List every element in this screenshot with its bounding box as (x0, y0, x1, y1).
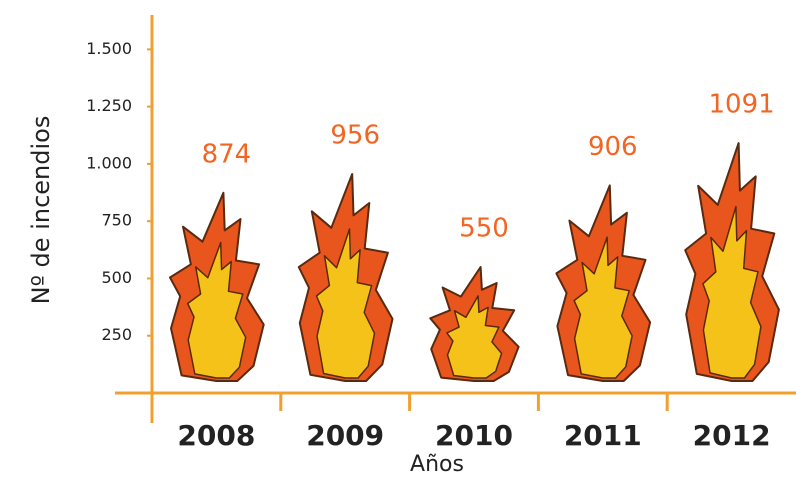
flame (299, 174, 393, 381)
y-tick-label: 500 (101, 268, 132, 287)
flame (685, 143, 779, 381)
y-axis-label: Nº de incendios (27, 116, 55, 305)
x-tick-label: 2012 (693, 419, 771, 452)
value-label: 1091 (709, 90, 775, 120)
chart: Nº de incendios Años 250 500 750 1.000 1.250… (0, 0, 796, 479)
x-axis-label: Años (410, 452, 464, 477)
value-label: 874 (202, 139, 252, 169)
y-tick-label: 1.500 (86, 39, 132, 58)
flame (556, 185, 650, 381)
flame (430, 267, 518, 381)
flame (170, 193, 264, 381)
value-label: 550 (459, 214, 509, 244)
value-label: 956 (330, 120, 380, 150)
y-tick-label: 1.250 (86, 96, 132, 115)
x-tick-label: 2009 (306, 419, 384, 452)
x-tick-label: 2010 (435, 419, 513, 452)
y-tick-label: 250 (101, 325, 132, 344)
y-tick-label: 750 (101, 211, 132, 230)
x-tick-label: 2011 (564, 419, 642, 452)
x-tick-label: 2008 (177, 419, 255, 452)
value-label: 906 (588, 132, 638, 162)
y-tick-label: 1.000 (86, 153, 132, 172)
